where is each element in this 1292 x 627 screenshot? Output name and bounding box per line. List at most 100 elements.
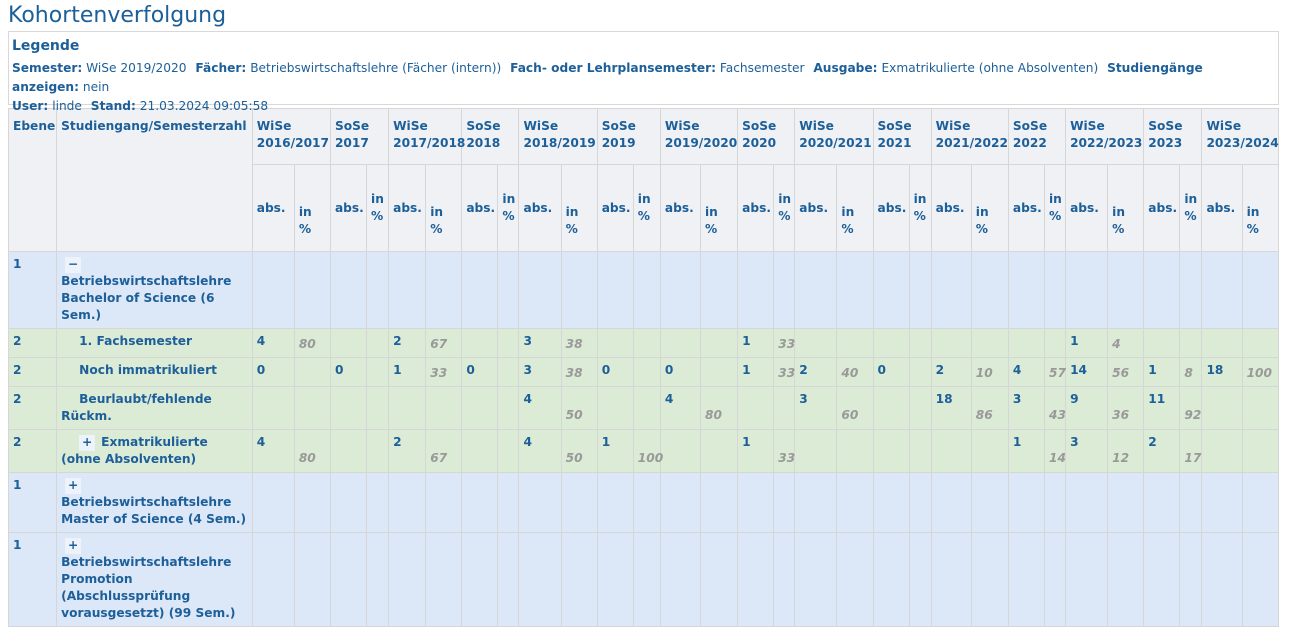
semester-type: WiSe [1070,119,1105,133]
legend-label: Fächer: [195,61,247,75]
abs-value: 3 [518,328,562,358]
pct-value [1241,386,1280,430]
pct-value [1241,532,1280,627]
abs-value [388,472,427,533]
abs-value [388,251,427,329]
abs-value: 0 [461,357,499,387]
header-pct: in % [632,164,661,252]
pct-value: 43 [1043,386,1067,430]
abs-value [461,532,499,627]
abs-value [872,532,910,627]
pct-value [1107,251,1145,329]
header-semester: SoSe 2019 [596,108,661,165]
pct-value: 10 [970,357,1009,387]
semester-year: 2020/2021 [799,136,872,150]
abs-value [1065,251,1109,329]
header-semester: WiSe 2018/2019 [518,108,598,165]
pct-value [293,532,331,627]
abs-value [659,429,702,473]
pct-value: 38 [560,328,598,358]
pct-value [908,386,932,430]
pct-value [497,328,520,358]
abs-value [251,251,295,329]
header-abs: abs. [251,164,295,252]
header-abs: abs. [596,164,634,252]
expand-icon[interactable]: + [79,435,96,451]
pct-value [497,386,520,430]
abs-value [930,472,972,533]
header-pct: in % [293,164,331,252]
abs-value: 2 [1143,429,1181,473]
pct-value: 60 [836,386,874,430]
expand-icon[interactable]: + [65,538,82,554]
legend-value: Betriebswirtschaftslehre (Fächer (intern… [250,61,502,75]
semester-type: SoSe [1148,119,1183,133]
semester-type: WiSe [393,119,428,133]
pct-value [699,357,739,387]
abs-value [388,386,427,430]
header-semester: SoSe 2022 [1007,108,1067,165]
abs-value [737,251,775,329]
abs-value [1201,328,1243,358]
ebene-cell: 2 [7,328,58,358]
name-cell: −Betriebswirtschaftslehre Bachelor of Sc… [56,251,253,329]
pct-value [425,532,463,627]
header-pct: in % [699,164,739,252]
legend-label: Stand: [90,99,136,113]
abs-value [1201,429,1243,473]
name-cell: +Betriebswirtschaftslehre Master of Scie… [56,472,253,533]
header-abs: abs. [1143,164,1181,252]
semester-year: 2023 [1148,136,1183,150]
collapse-icon[interactable]: − [65,257,82,273]
semester-type: SoSe [1012,119,1048,133]
pct-value [497,532,520,627]
pct-value [970,251,1009,329]
header-semester: SoSe 2017 [329,108,390,165]
pct-value [1241,429,1280,473]
pct-value [836,532,874,627]
header-abs: abs. [1007,164,1046,252]
abs-value [1007,251,1046,329]
abs-value [596,386,634,430]
pct-value [1241,251,1280,329]
abs-value [1143,328,1181,358]
abs-value: 0 [329,357,368,387]
semester-year: 2023/2024 [1206,136,1279,150]
pct-value: 80 [699,386,739,430]
pct-value: 92 [1179,386,1203,430]
legend-line-1: Semester: WiSe 2019/2020 Fächer: Betrieb… [12,59,1274,97]
page-title: Kohortenverfolgung [8,3,227,28]
header-abs: abs. [329,164,368,252]
header-studiengang: Studiengang/Semesterzahl [56,108,253,252]
header-pct: in % [1241,164,1280,252]
abs-value [596,472,634,533]
pct-value: 100 [632,429,663,473]
pct-value [836,328,874,358]
abs-value [872,386,910,430]
pct-value [1179,251,1203,329]
abs-value [872,251,910,329]
abs-value: 4 [251,429,295,473]
table-row: 2 + Exmatrikulierte (ohne Absolventen) 4 80 2… [7,429,1280,473]
legend-item: User: linde [12,99,82,113]
pct-value [836,251,874,329]
abs-value: 0 [659,357,702,387]
pct-value: 86 [970,386,1009,430]
expand-icon[interactable]: + [65,478,82,494]
pct-value [632,328,661,358]
pct-value [293,386,331,430]
pct-value [1179,472,1203,533]
pct-value [1179,328,1203,358]
legend-line-2: User: linde Stand: 21.03.2024 09:05:58 [12,97,1274,116]
semester-type: SoSe [742,119,777,133]
pct-value [773,386,796,430]
table-row: 1 −Betriebswirtschaftslehre Bachelor of S… [7,251,1280,329]
header-abs: abs. [461,164,499,252]
ebene-cell: 2 [7,357,58,387]
abs-value [461,429,499,473]
ebene-cell: 1 [7,532,58,627]
table-row: 2 Noch immatrikuliert 0 0 1 33 0 3 38 0 0 1 33 2 40 0 2 1… [7,357,1280,387]
ebene-cell: 2 [7,429,58,473]
abs-value: 3 [1007,386,1046,430]
abs-value [659,532,702,627]
